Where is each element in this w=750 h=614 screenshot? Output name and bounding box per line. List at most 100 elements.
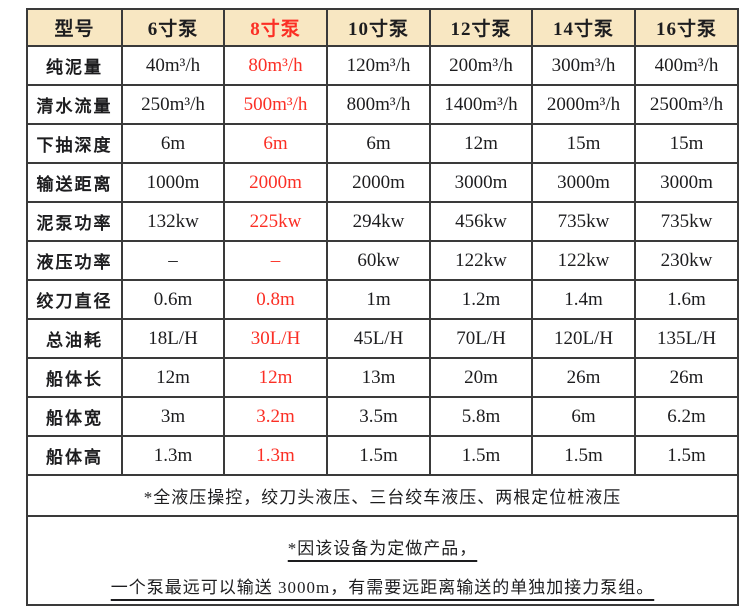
row-label: 船体高: [26, 435, 123, 476]
table-row: 输送距离 1000m 2000m 2000m 3000m 3000m 3000m: [26, 162, 739, 203]
spec-value: 500m³/h: [223, 84, 328, 125]
spec-value: 2000m³/h: [531, 84, 636, 125]
spec-value: 1m: [326, 279, 431, 320]
row-label: 总油耗: [26, 318, 123, 359]
relay-pump-note: 一个泵最远可以输送 3000m，有需要远距离输送的单独加接力泵组。: [110, 577, 655, 597]
table-row: 下抽深度 6m 6m 6m 12m 15m 15m: [26, 123, 739, 164]
row-label: 液压功率: [26, 240, 123, 281]
column-header-6inch: 6寸泵: [121, 8, 225, 47]
table-row: 纯泥量 40m³/h 80m³/h 120m³/h 200m³/h 300m³/…: [26, 45, 739, 86]
table-row: 液压功率 – – 60kw 122kw 122kw 230kw: [26, 240, 739, 281]
spec-value: 3000m: [634, 162, 739, 203]
spec-value: 3m: [121, 396, 225, 437]
table-row: 船体长 12m 12m 13m 20m 26m 26m: [26, 357, 739, 398]
spec-value: 30L/H: [223, 318, 328, 359]
spec-value: 15m: [634, 123, 739, 164]
spec-value: 80m³/h: [223, 45, 328, 86]
spec-value: 400m³/h: [634, 45, 739, 86]
spec-value: 26m: [634, 357, 739, 398]
spec-value: 1.3m: [121, 435, 225, 476]
footer-notes: *因该设备为定做产品， 一个泵最远可以输送 3000m，有需要远距离输送的单独加…: [26, 515, 739, 606]
spec-value: 12m: [429, 123, 533, 164]
row-label: 下抽深度: [26, 123, 123, 164]
pump-spec-table: 型号 6寸泵 8寸泵 10寸泵 12寸泵 14寸泵 16寸泵 纯泥量 40m³/…: [26, 8, 739, 606]
spec-value: 0.6m: [121, 279, 225, 320]
spec-value: 122kw: [531, 240, 636, 281]
spec-value: 225kw: [223, 201, 328, 242]
column-header-12inch: 12寸泵: [429, 8, 533, 47]
spec-value: 3000m: [429, 162, 533, 203]
spec-value: 1.5m: [634, 435, 739, 476]
row-label: 船体宽: [26, 396, 123, 437]
spec-value: 5.8m: [429, 396, 533, 437]
spec-value: 1000m: [121, 162, 225, 203]
spec-value: 200m³/h: [429, 45, 533, 86]
spec-value: 800m³/h: [326, 84, 431, 125]
spec-value: 12m: [121, 357, 225, 398]
spec-value: 45L/H: [326, 318, 431, 359]
table-row: 船体宽 3m 3.2m 3.5m 5.8m 6m 6.2m: [26, 396, 739, 437]
table-row: 绞刀直径 0.6m 0.8m 1m 1.2m 1.4m 1.6m: [26, 279, 739, 320]
spec-value: 40m³/h: [121, 45, 225, 86]
spec-value: 120m³/h: [326, 45, 431, 86]
spec-value: 735kw: [531, 201, 636, 242]
spec-value: 60kw: [326, 240, 431, 281]
column-header-16inch: 16寸泵: [634, 8, 739, 47]
row-label: 纯泥量: [26, 45, 123, 86]
spec-value: 2000m: [223, 162, 328, 203]
spec-value: 0.8m: [223, 279, 328, 320]
column-header-10inch: 10寸泵: [326, 8, 431, 47]
column-header-8inch: 8寸泵: [223, 8, 328, 47]
spec-value: 456kw: [429, 201, 533, 242]
footer-row: *因该设备为定做产品， 一个泵最远可以输送 3000m，有需要远距离输送的单独加…: [26, 515, 739, 606]
spec-value: 132kw: [121, 201, 225, 242]
row-label: 船体长: [26, 357, 123, 398]
spec-value: 18L/H: [121, 318, 225, 359]
spec-value: 12m: [223, 357, 328, 398]
spec-value: 120L/H: [531, 318, 636, 359]
spec-value: 3000m: [531, 162, 636, 203]
spec-value: 1.4m: [531, 279, 636, 320]
spec-value: 26m: [531, 357, 636, 398]
spec-value: 20m: [429, 357, 533, 398]
row-label: 泥泵功率: [26, 201, 123, 242]
spec-value: 2000m: [326, 162, 431, 203]
table-row: 总油耗 18L/H 30L/H 45L/H 70L/H 120L/H 135L/…: [26, 318, 739, 359]
spec-value: –: [121, 240, 225, 281]
row-label: 绞刀直径: [26, 279, 123, 320]
note-row: *全液压操控，绞刀头液压、三台绞车液压、两根定位桩液压: [26, 474, 739, 517]
spec-value: 1.6m: [634, 279, 739, 320]
hydraulic-note: *全液压操控，绞刀头液压、三台绞车液压、两根定位桩液压: [26, 474, 739, 517]
spec-value: 6m: [326, 123, 431, 164]
spec-value: 13m: [326, 357, 431, 398]
spec-value: 1.3m: [223, 435, 328, 476]
spec-value: 735kw: [634, 201, 739, 242]
table-row: 泥泵功率 132kw 225kw 294kw 456kw 735kw 735kw: [26, 201, 739, 242]
spec-value: 1.5m: [429, 435, 533, 476]
spec-value: 2500m³/h: [634, 84, 739, 125]
spec-value: 6m: [531, 396, 636, 437]
spec-value: 230kw: [634, 240, 739, 281]
row-label: 清水流量: [26, 84, 123, 125]
spec-value: 15m: [531, 123, 636, 164]
header-row: 型号 6寸泵 8寸泵 10寸泵 12寸泵 14寸泵 16寸泵: [26, 8, 739, 47]
spec-value: 6m: [223, 123, 328, 164]
spec-value: 3.2m: [223, 396, 328, 437]
custom-product-note: *因该设备为定做产品，: [287, 538, 478, 558]
spec-value: 1.5m: [326, 435, 431, 476]
spec-value: 70L/H: [429, 318, 533, 359]
spec-value: 122kw: [429, 240, 533, 281]
spec-value: 294kw: [326, 201, 431, 242]
spec-value: 300m³/h: [531, 45, 636, 86]
spec-value: –: [223, 240, 328, 281]
spec-value: 1.5m: [531, 435, 636, 476]
table-row: 清水流量 250m³/h 500m³/h 800m³/h 1400m³/h 20…: [26, 84, 739, 125]
table-row: 船体高 1.3m 1.3m 1.5m 1.5m 1.5m 1.5m: [26, 435, 739, 476]
spec-value: 250m³/h: [121, 84, 225, 125]
spec-value: 1400m³/h: [429, 84, 533, 125]
column-header-model: 型号: [26, 8, 123, 47]
spec-value: 135L/H: [634, 318, 739, 359]
spec-value: 6.2m: [634, 396, 739, 437]
spec-value: 3.5m: [326, 396, 431, 437]
